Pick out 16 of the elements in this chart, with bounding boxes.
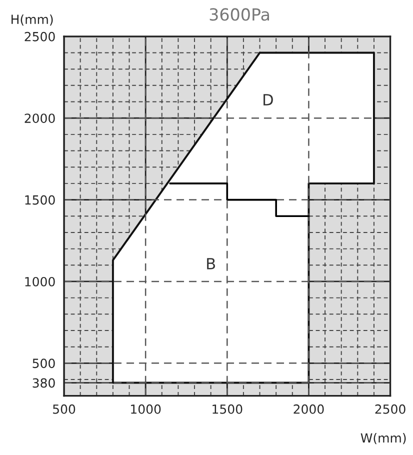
- y-tick-label: 2000: [24, 114, 55, 124]
- annotation: D: [264, 94, 273, 106]
- y-axis-title: H(mm): [12, 14, 53, 26]
- x-axis-title: W(mm): [360, 433, 406, 444]
- x-tick-label: 2000: [294, 404, 324, 414]
- y-tick-label: 1000: [25, 276, 55, 286]
- x-tick-label: 500: [53, 404, 76, 414]
- y-tick-label: 1500: [25, 195, 55, 205]
- chart-title: 3600Pa: [210, 8, 269, 21]
- y-tick-label: 500: [32, 358, 55, 368]
- y-tick-label: 380: [32, 378, 55, 388]
- x-tick-label: 1500: [212, 404, 242, 414]
- x-tick-label: 2500: [375, 404, 406, 414]
- annotation: B: [207, 258, 215, 270]
- y-tick-label: 2500: [24, 32, 55, 42]
- x-tick-label: 1000: [131, 404, 161, 414]
